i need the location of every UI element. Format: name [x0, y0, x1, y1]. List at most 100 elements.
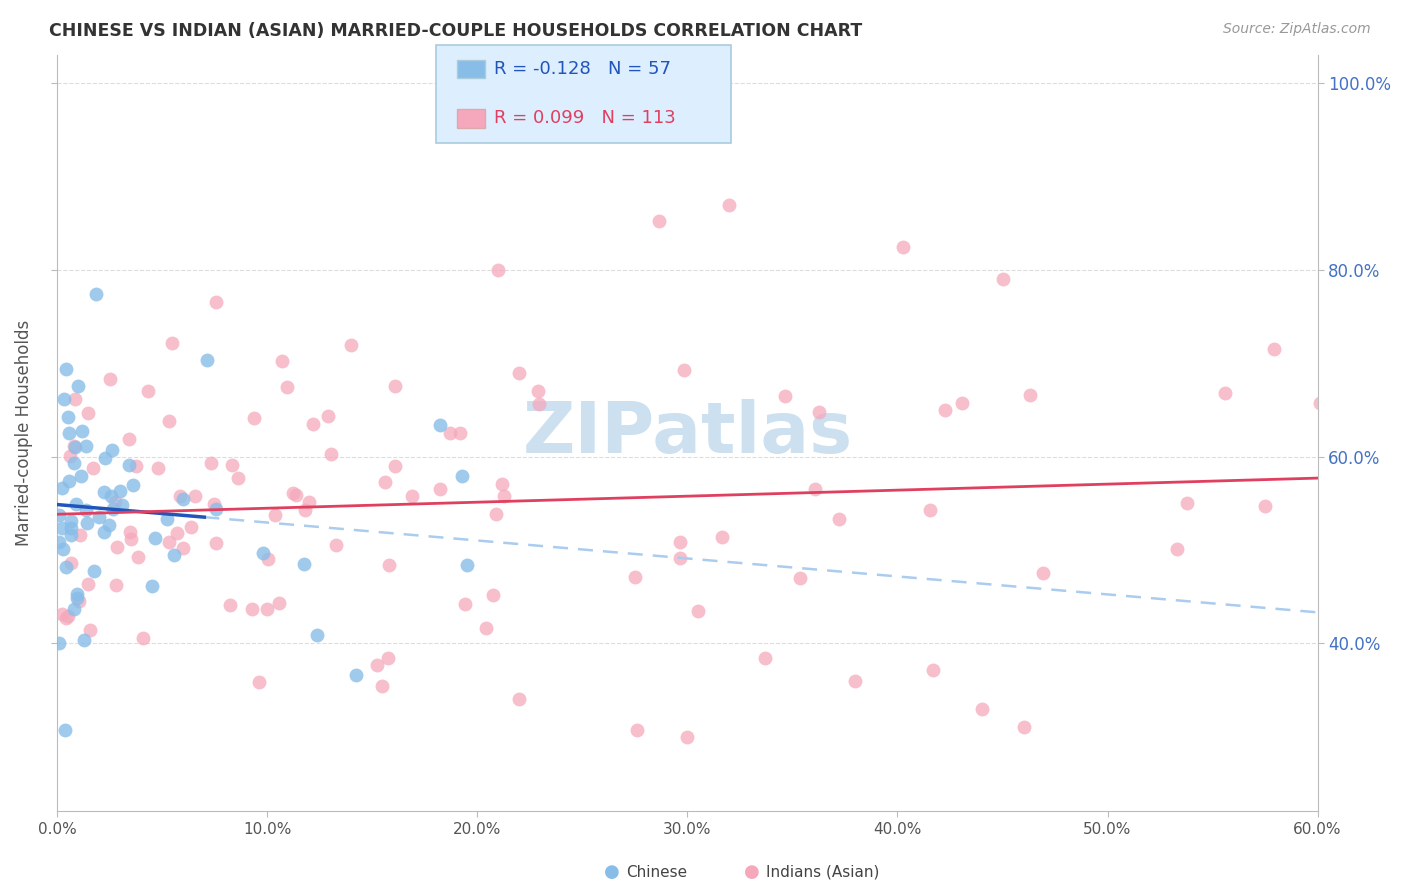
Point: [63, 440, 86, 454]
Point: [156, 512, 179, 526]
Point: [143, 532, 166, 546]
Point: [970, 702, 993, 716]
Point: [202, 497, 225, 511]
Point: [526, 384, 548, 398]
Point: [374, 475, 396, 489]
Point: [77, 406, 100, 420]
Point: [157, 534, 180, 549]
Point: [371, 679, 394, 693]
Point: [921, 664, 943, 678]
Point: [950, 396, 973, 410]
Point: [110, 498, 132, 512]
Point: [302, 417, 325, 432]
Point: [263, 508, 285, 523]
Point: [58, 425, 80, 440]
Point: [141, 579, 163, 593]
Point: [773, 389, 796, 403]
Point: [70, 469, 93, 483]
Point: [205, 502, 228, 516]
Point: [104, 577, 127, 591]
Point: [48, 635, 70, 649]
Point: [63, 392, 86, 406]
Text: R = -0.128   N = 57: R = -0.128 N = 57: [494, 60, 671, 78]
Point: [55, 362, 77, 376]
Point: [79, 623, 101, 637]
Point: [378, 558, 401, 573]
Point: [624, 570, 647, 584]
Point: [294, 503, 316, 517]
Point: [163, 548, 186, 562]
Point: [60, 521, 83, 535]
Point: [1215, 386, 1237, 401]
Point: [688, 604, 710, 618]
Point: [1018, 387, 1040, 401]
Point: [77, 576, 100, 591]
Point: [73, 633, 96, 648]
Point: [321, 447, 343, 461]
Point: [449, 425, 471, 440]
Point: [456, 558, 478, 572]
Point: [918, 502, 941, 516]
Point: [718, 197, 741, 211]
Point: [87, 510, 110, 524]
Point: [55, 560, 77, 574]
Point: [711, 530, 734, 544]
Point: [195, 352, 218, 367]
Text: Source: ZipAtlas.com: Source: ZipAtlas.com: [1223, 22, 1371, 37]
Point: [297, 495, 319, 509]
Point: [221, 458, 243, 473]
Point: [676, 730, 699, 744]
Point: [53, 392, 76, 407]
Point: [84, 287, 107, 301]
Point: [626, 723, 648, 737]
Point: [66, 378, 89, 392]
Text: Indians (Asian): Indians (Asian): [766, 865, 880, 880]
Point: [184, 489, 207, 503]
Point: [48, 535, 70, 549]
Point: [63, 457, 86, 471]
Point: [242, 411, 264, 425]
Point: [53, 723, 76, 737]
Point: [285, 488, 308, 502]
Point: [1166, 541, 1188, 556]
Point: [669, 550, 692, 565]
Point: [891, 239, 914, 253]
Point: [98, 372, 121, 386]
Point: [82, 460, 104, 475]
Point: [97, 518, 120, 533]
Text: Chinese: Chinese: [626, 865, 686, 880]
Point: [101, 442, 124, 457]
Point: [305, 628, 328, 642]
Point: [1175, 495, 1198, 509]
Point: [316, 409, 339, 423]
Point: [485, 507, 508, 521]
Point: [51, 481, 73, 495]
Point: [494, 489, 516, 503]
Text: ●: ●: [744, 863, 761, 881]
Point: [172, 491, 194, 506]
Point: [76, 516, 98, 531]
Text: ●: ●: [603, 863, 620, 881]
Point: [118, 525, 141, 540]
Point: [125, 459, 148, 474]
Text: R = 0.099   N = 113: R = 0.099 N = 113: [494, 109, 675, 128]
Point: [205, 294, 228, 309]
Point: [934, 403, 956, 417]
Point: [148, 460, 170, 475]
Point: [66, 591, 89, 605]
Point: [429, 418, 451, 433]
Point: [132, 631, 155, 645]
Point: [377, 651, 399, 665]
Point: [55, 611, 77, 625]
Point: [94, 451, 117, 466]
Point: [450, 469, 472, 483]
Point: [384, 379, 406, 393]
Point: [76, 503, 98, 517]
Point: [474, 621, 496, 635]
Y-axis label: Married-couple Households: Married-couple Households: [15, 320, 32, 547]
Point: [270, 354, 292, 368]
Point: [69, 528, 91, 542]
Point: [51, 521, 73, 535]
Point: [226, 471, 249, 485]
Point: [491, 477, 513, 491]
